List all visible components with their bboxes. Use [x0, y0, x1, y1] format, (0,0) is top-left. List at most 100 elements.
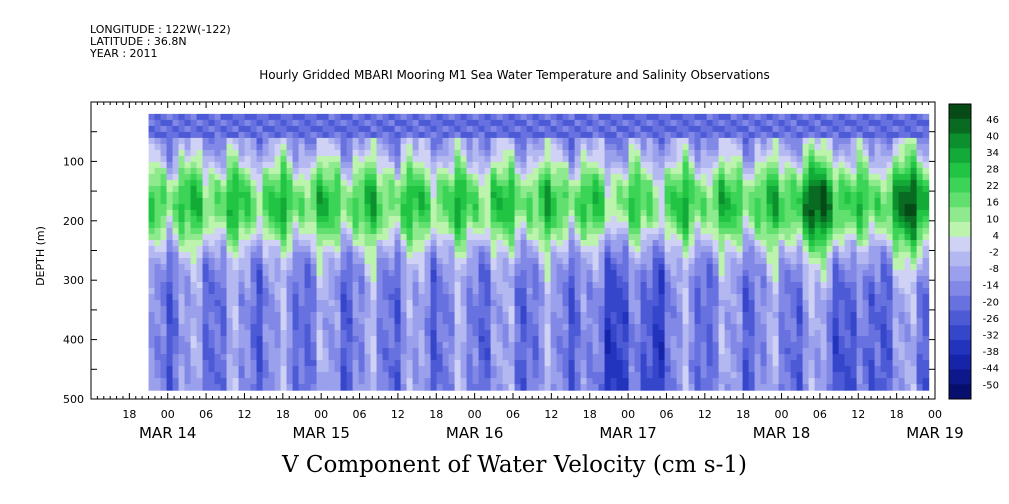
heatmap-cell [214, 384, 222, 391]
heatmap-cell [208, 155, 216, 163]
heatmap-cell [226, 113, 234, 121]
heatmap-cell [682, 233, 690, 241]
heatmap-cell [688, 233, 696, 241]
heatmap-cell [190, 239, 198, 247]
heatmap-cell [226, 378, 234, 385]
heatmap-cell [160, 197, 168, 205]
heatmap-cell [388, 125, 396, 133]
heatmap-cell [664, 227, 672, 235]
heatmap-cell [172, 306, 180, 313]
heatmap-cell [460, 179, 468, 187]
heatmap-cell [244, 191, 252, 199]
heatmap-cell [670, 113, 678, 121]
heatmap-cell [526, 113, 534, 121]
heatmap-cell [754, 155, 762, 163]
heatmap-cell [634, 348, 642, 355]
heatmap-cell [598, 318, 606, 325]
heatmap-cell [604, 354, 612, 361]
heatmap-cell [358, 245, 366, 253]
heatmap-cell [406, 245, 414, 253]
heatmap-cell [346, 173, 354, 181]
heatmap-cell [520, 270, 528, 277]
heatmap-cell [640, 330, 648, 337]
heatmap-cell [514, 143, 522, 151]
heatmap-cell [178, 348, 186, 355]
heatmap-cell [508, 149, 516, 157]
heatmap-cell [718, 300, 726, 307]
heatmap-cell [394, 257, 402, 265]
heatmap-cell [742, 113, 750, 121]
heatmap-cell [556, 366, 564, 373]
heatmap-cell [184, 257, 192, 265]
heatmap-cell [532, 197, 540, 205]
heatmap-cell [196, 173, 204, 181]
heatmap-cell [604, 209, 612, 217]
heatmap-cell [592, 191, 600, 199]
heatmap-cell [640, 360, 648, 367]
heatmap-cell [724, 282, 732, 289]
heatmap-cell [148, 342, 156, 349]
heatmap-cell [256, 173, 264, 181]
heatmap-cell [730, 251, 738, 259]
heatmap-cell [436, 330, 444, 337]
heatmap-cell [592, 137, 600, 145]
heatmap-cell [436, 276, 444, 283]
heatmap-cell [532, 324, 540, 331]
heatmap-cell [160, 191, 168, 199]
heatmap-cell [148, 209, 156, 217]
heatmap-cell [670, 282, 678, 289]
heatmap-cell [502, 372, 510, 379]
heatmap-cell [310, 360, 318, 367]
heatmap-cell [208, 330, 216, 337]
heatmap-cell [334, 342, 342, 349]
heatmap-cell [256, 227, 264, 235]
heatmap-cell [616, 366, 624, 373]
heatmap-cell [712, 191, 720, 199]
heatmap-cell [148, 239, 156, 247]
heatmap-cell [688, 215, 696, 223]
heatmap-cell [370, 378, 378, 385]
heatmap-cell [430, 366, 438, 373]
heatmap-cell [646, 209, 654, 217]
heatmap-cell [658, 294, 666, 301]
heatmap-cell [520, 233, 528, 241]
heatmap-cell [502, 282, 510, 289]
heatmap-cell [310, 167, 318, 175]
heatmap-cell [568, 324, 576, 331]
heatmap-cell [178, 288, 186, 295]
heatmap-cell [412, 221, 420, 229]
heatmap-cell [658, 167, 666, 175]
heatmap-cell [664, 245, 672, 253]
heatmap-cell [622, 306, 630, 313]
heatmap-cell [640, 294, 648, 301]
heatmap-cell [154, 215, 162, 223]
heatmap-cell [280, 251, 288, 259]
heatmap-cell [508, 294, 516, 301]
heatmap-cell [634, 342, 642, 349]
heatmap-cell [628, 348, 636, 355]
heatmap-cell [436, 282, 444, 289]
heatmap-cell [700, 306, 708, 313]
heatmap-cell [172, 336, 180, 343]
heatmap-cell [490, 384, 498, 391]
heatmap-cell [538, 179, 546, 187]
heatmap-cell [220, 378, 228, 385]
heatmap-cell [238, 143, 246, 151]
heatmap-cell [346, 288, 354, 295]
heatmap-cell [670, 233, 678, 241]
heatmap-cell [448, 149, 456, 157]
heatmap-cell [298, 288, 306, 295]
heatmap-cell [448, 119, 456, 127]
heatmap-cell [568, 203, 576, 211]
heatmap-cell [532, 161, 540, 169]
heatmap-cell [244, 125, 252, 133]
heatmap-cell [214, 342, 222, 349]
heatmap-cell [748, 300, 756, 307]
heatmap-cell [484, 227, 492, 235]
heatmap-cell [214, 354, 222, 361]
heatmap-cell [274, 288, 282, 295]
heatmap-cell [556, 245, 564, 253]
heatmap-cell [238, 119, 246, 127]
heatmap-cell [562, 348, 570, 355]
heatmap-cell [334, 173, 342, 181]
